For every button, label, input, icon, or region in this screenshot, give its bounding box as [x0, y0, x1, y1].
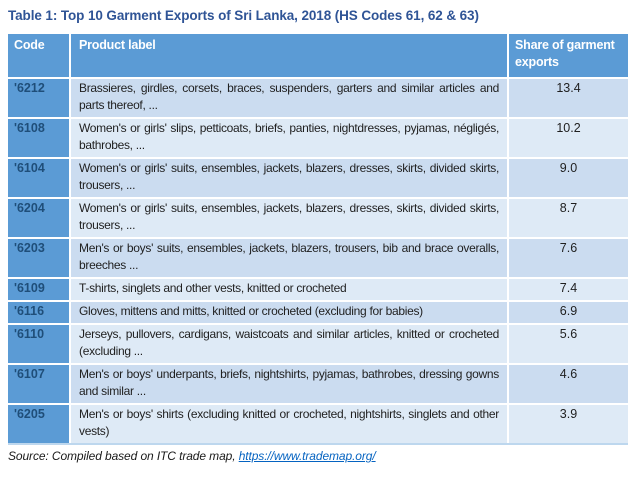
source-link[interactable]: https://www.trademap.org/ [238, 449, 376, 463]
source-note: Source: Compiled based on ITC trade map,… [8, 449, 628, 463]
table-row: '6203 Men's or boys' suits, ensembles, j… [7, 237, 629, 279]
code-cell: '6108 [7, 117, 71, 159]
code-cell: '6205 [7, 403, 71, 444]
share-cell: 9.0 [507, 157, 629, 199]
product-label-cell: Gloves, mittens and mitts, knitted or cr… [69, 300, 509, 325]
exports-table: Code Product label Share of garment expo… [7, 33, 629, 444]
header-row: Code Product label Share of garment expo… [7, 33, 629, 79]
product-label-cell: Brassieres, girdles, corsets, braces, su… [69, 77, 509, 119]
page: Table 1: Top 10 Garment Exports of Sri L… [7, 8, 629, 463]
table-row: '6104 Women's or girls' suits, ensembles… [7, 157, 629, 199]
code-cell: '6212 [7, 77, 71, 119]
column-header-share: Share of garment exports [507, 33, 629, 79]
table-caption: Table 1: Top 10 Garment Exports of Sri L… [8, 8, 479, 23]
product-label-cell: Men's or boys' shirts (excluding knitted… [69, 403, 509, 444]
product-label-cell: Women's or girls' suits, ensembles, jack… [69, 197, 509, 239]
table-row: '6109 T-shirts, singlets and other vests… [7, 277, 629, 302]
column-header-product: Product label [69, 33, 509, 79]
share-cell: 7.4 [507, 277, 629, 302]
share-cell: 7.6 [507, 237, 629, 279]
share-cell: 13.4 [507, 77, 629, 119]
source-text: Source: Compiled based on ITC trade map, [8, 449, 239, 463]
code-cell: '6109 [7, 277, 71, 302]
share-cell: 6.9 [507, 300, 629, 325]
column-header-code: Code [7, 33, 71, 79]
share-cell: 5.6 [507, 323, 629, 365]
table-row: '6205 Men's or boys' shirts (excluding k… [7, 403, 629, 444]
product-label-cell: T-shirts, singlets and other vests, knit… [69, 277, 509, 302]
code-cell: '6203 [7, 237, 71, 279]
code-cell: '6116 [7, 300, 71, 325]
share-cell: 3.9 [507, 403, 629, 444]
product-label-cell: Jerseys, pullovers, cardigans, waistcoat… [69, 323, 509, 365]
share-cell: 10.2 [507, 117, 629, 159]
table-row: '6107 Men's or boys' underpants, briefs,… [7, 363, 629, 405]
table-row: '6116 Gloves, mittens and mitts, knitted… [7, 300, 629, 325]
table-row: '6110 Jerseys, pullovers, cardigans, wai… [7, 323, 629, 365]
table-row: '6212 Brassieres, girdles, corsets, brac… [7, 77, 629, 119]
product-label-cell: Men's or boys' underpants, briefs, night… [69, 363, 509, 405]
table-row: '6108 Women's or girls' slips, petticoat… [7, 117, 629, 159]
product-label-cell: Women's or girls' suits, ensembles, jack… [69, 157, 509, 199]
share-cell: 4.6 [507, 363, 629, 405]
table-row: '6204 Women's or girls' suits, ensembles… [7, 197, 629, 239]
share-cell: 8.7 [507, 197, 629, 239]
code-cell: '6204 [7, 197, 71, 239]
code-cell: '6110 [7, 323, 71, 365]
code-cell: '6104 [7, 157, 71, 199]
table-container: Code Product label Share of garment expo… [7, 33, 629, 445]
code-cell: '6107 [7, 363, 71, 405]
product-label-cell: Men's or boys' suits, ensembles, jackets… [69, 237, 509, 279]
product-label-cell: Women's or girls' slips, petticoats, bri… [69, 117, 509, 159]
